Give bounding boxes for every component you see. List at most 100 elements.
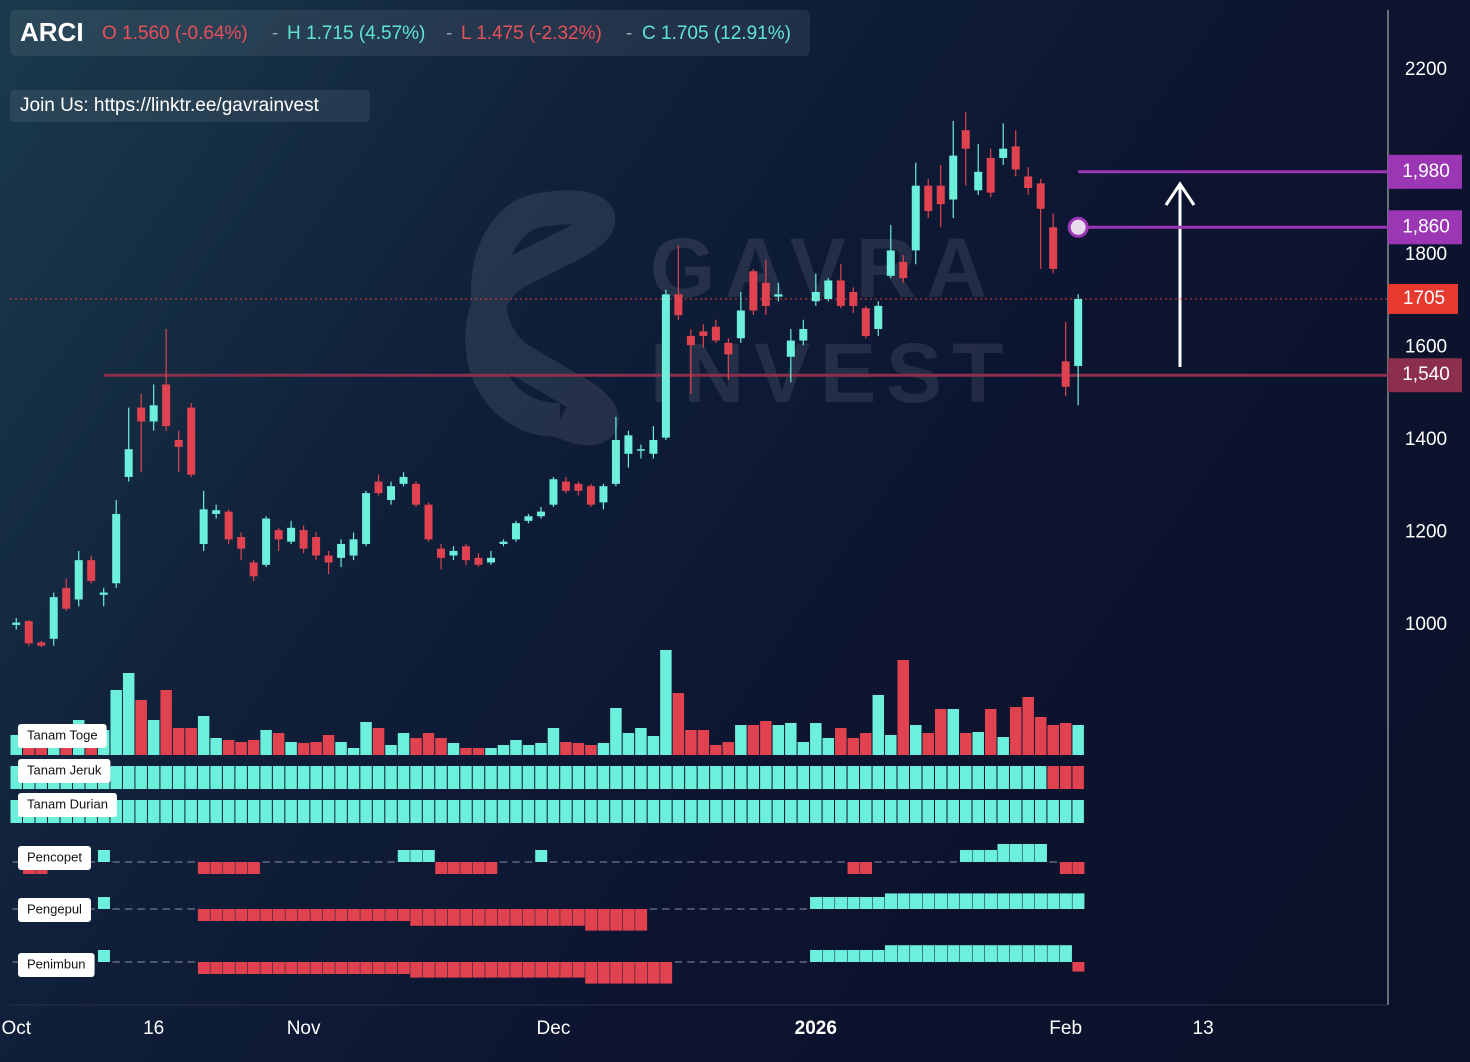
indicator-bar — [360, 962, 373, 974]
volume-bar — [185, 728, 197, 755]
indicator-bar — [897, 893, 910, 909]
indicator-bar — [847, 897, 860, 909]
indicator-bar — [435, 909, 448, 926]
indicator-bar — [335, 962, 348, 974]
indicator-band — [959, 800, 972, 823]
candle-body — [961, 130, 970, 149]
pane-label: Tanam Durian — [18, 793, 117, 817]
pane-label-box — [18, 793, 117, 817]
indicator-band — [872, 800, 885, 823]
volume-bar — [797, 742, 810, 755]
indicator-band — [585, 766, 597, 789]
indicator-band — [672, 766, 685, 789]
indicator-bar — [984, 893, 997, 909]
candle-body — [187, 407, 196, 475]
indicator-bar — [910, 893, 923, 909]
indicator-band — [910, 800, 922, 823]
header-box — [10, 10, 810, 56]
indicator-bar — [860, 897, 873, 909]
indicator-band — [547, 800, 560, 823]
indicator-band — [972, 766, 984, 789]
indicator-bar — [410, 909, 423, 926]
indicator-band — [235, 800, 247, 823]
indicator-bar — [422, 909, 435, 926]
volume-bar — [397, 733, 410, 755]
indicator-band — [335, 800, 347, 823]
volume-bar — [760, 721, 772, 755]
indicator-bar — [972, 893, 985, 909]
indicator-bar — [822, 897, 835, 909]
candle-body — [162, 384, 171, 427]
pane-label-box — [18, 898, 91, 922]
indicator-bar — [959, 850, 972, 862]
indicator-bar — [1009, 844, 1022, 862]
indicator-bar — [97, 950, 110, 962]
indicator-bar — [835, 897, 848, 909]
indicator-band — [797, 766, 810, 789]
indicator-bar — [285, 962, 298, 974]
indicator-bar — [997, 844, 1010, 862]
indicator-band — [347, 766, 360, 789]
indicator-bar — [310, 909, 323, 921]
separator: - — [626, 23, 632, 44]
level-box — [1388, 210, 1462, 245]
volume-bar — [222, 740, 235, 755]
volume-bar — [835, 728, 847, 755]
indicator-bar — [472, 909, 485, 926]
indicator-band — [797, 800, 810, 823]
indicator-band — [672, 800, 685, 823]
indicator-band — [610, 766, 622, 789]
pane-label: Pencopet — [18, 846, 91, 870]
volume-bar — [722, 742, 735, 755]
indicator-band — [597, 766, 610, 789]
pane-label-text: Pengepul — [27, 901, 82, 916]
volume-bar — [1034, 717, 1047, 755]
candle-body — [37, 642, 46, 646]
indicator-band — [785, 800, 797, 823]
indicator-bar — [222, 962, 235, 974]
indicator-band — [160, 800, 172, 823]
indicator-bar — [522, 962, 535, 978]
indicator-bar — [472, 862, 485, 874]
volume-bar — [510, 740, 522, 755]
candle-body — [699, 331, 708, 336]
volume-bar — [610, 708, 622, 755]
indicator-band — [647, 766, 660, 789]
ohlc-value: O 1.560 (-0.64%) — [102, 23, 248, 44]
indicator-band — [272, 766, 285, 789]
indicator-bar — [510, 962, 523, 978]
indicator-bar — [347, 909, 360, 921]
candle-body — [1061, 361, 1070, 387]
indicator-band — [1047, 766, 1059, 789]
indicator-bar — [1059, 862, 1072, 874]
indicator-bar — [885, 893, 898, 909]
pane-label-box — [18, 846, 91, 870]
indicator-bar — [360, 909, 373, 921]
indicator-bar — [535, 850, 548, 862]
indicator-bar — [97, 897, 110, 909]
indicator-bar — [572, 909, 585, 926]
volume-bar — [1047, 725, 1059, 755]
volume-bar — [997, 737, 1009, 755]
indicator-bar — [297, 962, 310, 974]
indicator-band — [447, 766, 460, 789]
indicator-band — [310, 800, 322, 823]
indicator-bar — [385, 909, 398, 921]
indicator-bar — [397, 962, 410, 974]
indicator-bar — [372, 909, 385, 921]
volume-bar — [1059, 723, 1072, 755]
volume-bar — [472, 748, 485, 755]
indicator-bar — [485, 909, 498, 926]
indicator-band — [922, 800, 934, 823]
candle-body — [811, 292, 820, 302]
indicator-band — [760, 766, 772, 789]
indicator-band — [685, 766, 697, 789]
volume-bar — [410, 738, 422, 755]
indicator-band — [685, 800, 697, 823]
volume-bar — [910, 725, 922, 755]
candle-body — [824, 280, 833, 299]
volume-bar — [197, 716, 210, 755]
indicator-bar — [560, 962, 573, 978]
indicator-band — [710, 766, 722, 789]
pane-label-text: Tanam Toge — [27, 727, 98, 742]
